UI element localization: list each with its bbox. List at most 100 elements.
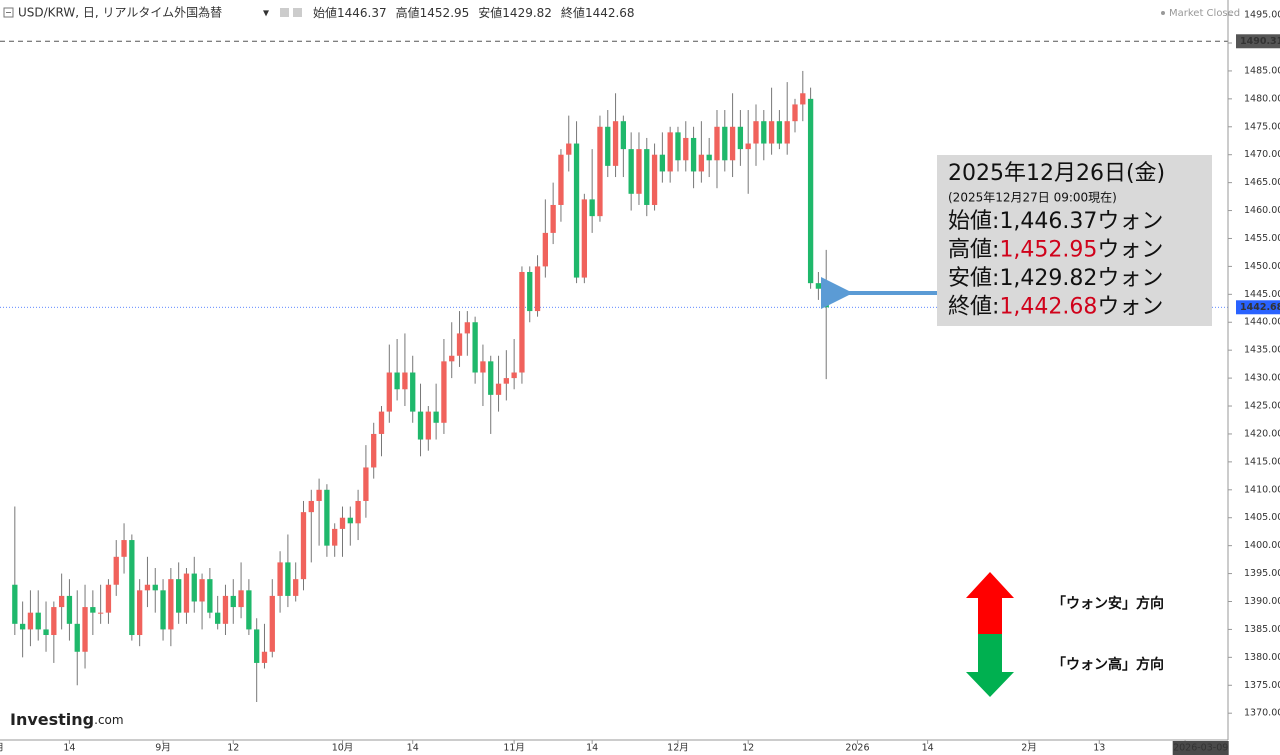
candle-body bbox=[35, 612, 41, 630]
info-row: 始値:1,446.37ウォン bbox=[948, 209, 1163, 234]
candle-body bbox=[745, 143, 751, 150]
candle-body bbox=[176, 579, 182, 613]
y-tick-label: 1395.00 bbox=[1244, 568, 1280, 579]
candle-body bbox=[823, 286, 829, 308]
price-label-box bbox=[1236, 300, 1280, 315]
candle-body bbox=[597, 126, 603, 217]
dropdown[interactable]: ▾ bbox=[263, 6, 269, 20]
candle-body bbox=[558, 154, 564, 205]
header-ohlc: 始値1446.37 高値1452.95 安値1429.82 終値1442.68 bbox=[313, 5, 635, 20]
x-tick-label: 14 bbox=[407, 743, 419, 754]
candle-body bbox=[222, 595, 229, 624]
candle-body bbox=[729, 126, 736, 161]
candle-body bbox=[113, 556, 119, 585]
header-label: 始値 bbox=[313, 5, 337, 20]
cursor-date: 2026-03-09 bbox=[1173, 743, 1228, 754]
y-tick-label: 1440.00 bbox=[1244, 317, 1280, 328]
candle-body bbox=[261, 651, 268, 663]
candle-body bbox=[612, 121, 619, 166]
candle-body bbox=[495, 383, 502, 395]
candle-body bbox=[527, 271, 533, 312]
candle-body bbox=[550, 204, 556, 233]
status: Market Closed bbox=[1169, 8, 1240, 19]
candle-body bbox=[402, 372, 408, 390]
plot-area bbox=[0, 40, 1228, 703]
up-arrow bbox=[966, 572, 1014, 634]
candle-body bbox=[19, 623, 26, 630]
candle-body bbox=[168, 579, 174, 630]
candle-body bbox=[355, 500, 361, 524]
y-tick-label: 1495.00 bbox=[1244, 10, 1280, 21]
candle-body bbox=[620, 121, 627, 150]
x-tick-label: 14 bbox=[922, 743, 934, 754]
candle-body bbox=[698, 154, 705, 172]
candle-body bbox=[737, 126, 744, 150]
info-box bbox=[937, 155, 1212, 326]
y-tick-label: 1400.00 bbox=[1244, 540, 1280, 551]
candle-body bbox=[58, 595, 65, 608]
info-row: 高値:1,452.95ウォン bbox=[948, 238, 1163, 263]
status-dot bbox=[1161, 11, 1165, 15]
candle-body bbox=[363, 467, 369, 501]
candle-body bbox=[386, 372, 392, 412]
icon[interactable] bbox=[280, 8, 289, 17]
y-tick-label: 1385.00 bbox=[1244, 624, 1280, 635]
info-row: 安値:1,429.82ウォン bbox=[948, 266, 1163, 291]
candle-body bbox=[160, 590, 166, 630]
candle-body bbox=[300, 512, 307, 580]
candle-body bbox=[136, 590, 143, 636]
info-date: 2025年12月26日(金) bbox=[948, 161, 1165, 186]
icon[interactable] bbox=[293, 8, 302, 17]
candle-body bbox=[659, 154, 666, 172]
info-asof: (2025年12月27日 09:00現在) bbox=[948, 191, 1117, 205]
header-ohlc-item: 高値1452.95 bbox=[396, 5, 470, 20]
candle-body bbox=[566, 143, 572, 155]
brand-suffix: .com bbox=[94, 713, 123, 727]
x-tick-label: 10月 bbox=[332, 743, 354, 754]
collapse-icon[interactable] bbox=[3, 7, 14, 18]
candle-body bbox=[82, 607, 88, 652]
info-rows: 始値:1,446.37ウォン高値:1,452.95ウォン安値:1,429.82ウ… bbox=[948, 209, 1163, 320]
candle-body bbox=[277, 562, 283, 596]
y-tick-label: 1435.00 bbox=[1244, 345, 1280, 356]
info-separator: : bbox=[992, 238, 999, 263]
price-label-box bbox=[1236, 34, 1280, 49]
candle-body bbox=[480, 361, 486, 373]
y-tick-label: 1375.00 bbox=[1244, 680, 1280, 691]
info-value: 1,442.68 bbox=[999, 295, 1097, 320]
candle-body bbox=[425, 411, 431, 440]
candle-body bbox=[230, 595, 236, 608]
y-tick-label: 1455.00 bbox=[1244, 233, 1280, 244]
header-label: 終値 bbox=[561, 5, 585, 20]
x-tick-label: 2月 bbox=[1021, 743, 1037, 754]
candle-body bbox=[519, 271, 525, 373]
price-label: 1490.31 bbox=[1240, 36, 1280, 47]
candle-body bbox=[378, 411, 385, 434]
candle-body bbox=[207, 579, 213, 613]
header-value: 1429.82 bbox=[502, 6, 552, 20]
x-tick-label: 12 bbox=[227, 743, 239, 754]
y-tick-label: 1485.00 bbox=[1244, 65, 1280, 76]
x-tick-label: 12 bbox=[742, 743, 754, 754]
y-tick-label: 1465.00 bbox=[1244, 177, 1280, 188]
candle-body bbox=[394, 372, 400, 390]
y-tick-label: 1390.00 bbox=[1244, 596, 1280, 607]
candle-body bbox=[105, 584, 112, 613]
x-tick-label: 2026 bbox=[845, 743, 869, 754]
candle-body bbox=[347, 517, 353, 524]
y-tick-label: 1450.00 bbox=[1244, 261, 1280, 272]
info-unit: ウォン bbox=[1097, 266, 1163, 291]
y-tick-label: 1430.00 bbox=[1244, 373, 1280, 384]
candle-body bbox=[215, 612, 221, 624]
candle-body bbox=[246, 590, 252, 630]
info-separator: : bbox=[992, 209, 999, 234]
x-tick-label: 13 bbox=[1093, 743, 1105, 754]
x-tick-label: 11月 bbox=[503, 743, 525, 754]
candle-body bbox=[784, 121, 790, 144]
candle-body bbox=[706, 154, 712, 161]
candle-body bbox=[690, 137, 697, 172]
info-label: 安値 bbox=[948, 266, 992, 291]
candle-body bbox=[27, 612, 34, 630]
candle-body bbox=[768, 121, 775, 144]
info-separator: : bbox=[992, 266, 999, 291]
